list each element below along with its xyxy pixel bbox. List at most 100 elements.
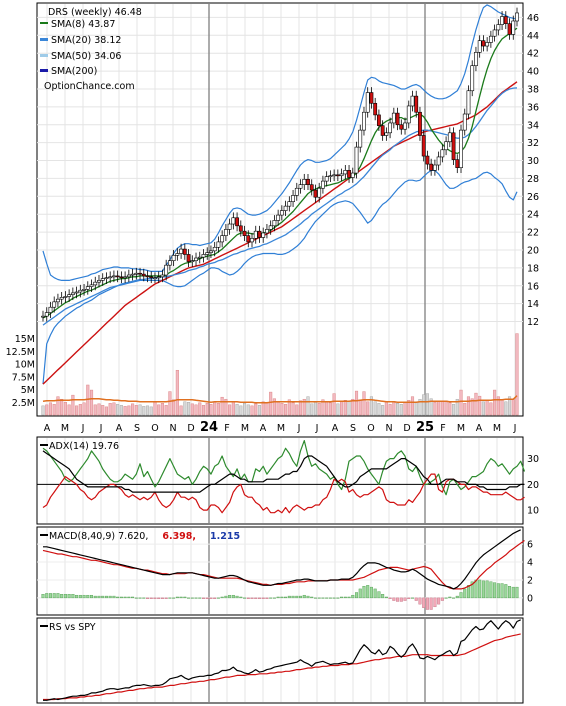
macd-histogram-bar: [366, 585, 370, 599]
volume-bar: [123, 406, 127, 416]
volume-bar: [175, 369, 179, 416]
candle-body: [250, 238, 254, 243]
volume-bar: [496, 396, 500, 416]
volume-bars: [41, 333, 519, 416]
macd-histogram-bar: [112, 595, 116, 599]
price-lines: [41, 4, 519, 385]
volume-bar: [515, 333, 519, 416]
macd-histogram-bar: [175, 596, 179, 599]
legend-sma200: SMA(200): [51, 66, 97, 77]
candle-body: [153, 277, 157, 280]
candle-body: [123, 276, 128, 279]
candle-body: [141, 273, 146, 277]
candle-body: [380, 125, 385, 136]
macd-histogram-bar: [321, 597, 325, 599]
macd-lines: [42, 529, 525, 590]
month-label: J: [513, 423, 517, 434]
macd-histogram-bar: [187, 597, 191, 599]
candle-body: [432, 164, 437, 171]
candle-body: [209, 250, 213, 253]
macd-histogram-bar: [425, 597, 429, 610]
candle-body: [119, 276, 124, 279]
candle-body: [253, 230, 258, 239]
month-label: A: [260, 423, 267, 434]
price-tick-label: 36: [527, 102, 539, 113]
rs-panel-frame: [36, 617, 524, 704]
volume-bar: [138, 404, 142, 416]
volume-bar: [403, 401, 407, 416]
plus-di-line: [42, 440, 526, 496]
candle-body: [265, 229, 269, 234]
price-tick-label: 16: [527, 281, 539, 292]
macd-histogram-bar: [295, 595, 299, 599]
month-label: M: [241, 423, 249, 434]
macd-histogram-bar: [127, 596, 131, 599]
candle-body: [186, 254, 191, 262]
candle-body: [470, 65, 475, 92]
candle-body: [309, 184, 314, 191]
volume-bar: [369, 396, 373, 416]
candle-body: [429, 163, 434, 171]
sma20-line: [42, 87, 518, 326]
volume-bar: [116, 404, 120, 416]
month-label: A: [476, 423, 483, 434]
macd-line: [43, 529, 521, 590]
candle-body: [391, 112, 396, 124]
macd-histogram-bar: [168, 597, 172, 599]
volume-bar: [410, 396, 415, 416]
volume-bar: [317, 403, 321, 416]
macd-histogram-bar: [145, 597, 150, 599]
price-tick-label: 14: [527, 299, 539, 310]
month-label: S: [134, 423, 140, 434]
volume-bar: [407, 400, 411, 416]
macd-histogram-bar: [67, 594, 71, 599]
volume-bar: [48, 402, 53, 416]
volume-bar: [104, 406, 109, 416]
legend-source: OptionChance.com: [44, 81, 135, 92]
macd-histogram-bar: [373, 588, 377, 599]
candle-body: [313, 189, 318, 198]
sma200-line: [42, 81, 518, 385]
volume-bar: [429, 398, 433, 416]
macd-histogram-bar: [399, 597, 403, 602]
month-label: F: [224, 423, 229, 434]
candle-body: [205, 252, 210, 255]
macd-histogram-bar: [220, 596, 224, 599]
candle-body: [294, 187, 299, 196]
macd-histogram-bar: [86, 594, 90, 599]
candle-body: [350, 172, 355, 178]
candle-body: [41, 315, 45, 318]
price-tick-label: 26: [527, 192, 539, 203]
volume-bar: [437, 401, 441, 416]
macd-grid: [37, 528, 523, 614]
legend-title: DRS (weekly) 46.48: [48, 7, 142, 18]
macd-histogram-bar: [418, 597, 422, 605]
macd-histogram-bar: [422, 597, 426, 608]
macd-histogram-bar: [134, 597, 138, 599]
volume-bar: [481, 401, 485, 416]
macd-histogram-bar: [138, 597, 142, 599]
month-label: M: [493, 423, 501, 434]
macd-histogram-bar: [508, 586, 512, 599]
macd-histogram-bar: [493, 582, 497, 599]
volume-bar: [347, 401, 351, 416]
macd-histogram-bar: [332, 597, 336, 599]
candle-body: [377, 114, 381, 126]
volume-bar: [354, 390, 359, 416]
month-label: O: [367, 423, 374, 434]
volume-bar: [179, 405, 183, 416]
candle-body: [179, 248, 183, 254]
macd-histogram-bar: [444, 597, 448, 599]
candle-body: [223, 229, 228, 236]
candle-body: [261, 232, 266, 238]
candle-body: [298, 184, 303, 189]
candle-body: [175, 253, 180, 256]
volume-bar: [444, 400, 448, 416]
candle-body: [279, 210, 284, 216]
candle-body: [56, 298, 60, 303]
volume-bar: [228, 404, 232, 416]
macd-histogram-bar: [306, 595, 310, 599]
candle-body: [399, 124, 404, 130]
macd-histogram-bar: [56, 593, 60, 599]
